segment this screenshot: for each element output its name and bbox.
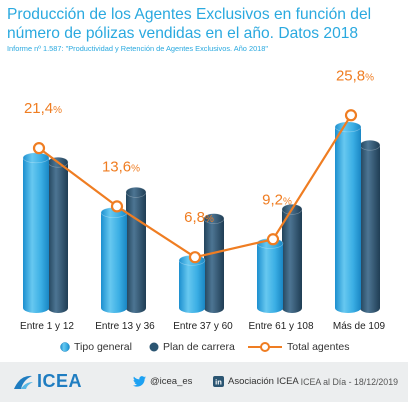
legend-label: Plan de carrera xyxy=(163,341,235,353)
legend: Tipo general Plan de carrera Total agent… xyxy=(0,341,408,357)
total-agentes-point xyxy=(32,142,46,155)
category-label: Entre 1 y 12 xyxy=(20,321,74,332)
plan-de-carrera-swatch xyxy=(149,342,159,352)
tipo-general-swatch xyxy=(60,342,70,352)
bar-tipo-general xyxy=(334,121,362,313)
legend-item-total-agentes: Total agentes xyxy=(248,341,349,353)
legend-label: Tipo general xyxy=(74,341,132,353)
linkedin-icon: in xyxy=(213,376,224,387)
legend-item-tipo-general: Tipo general xyxy=(60,341,132,353)
total-agentes-point xyxy=(266,233,280,246)
chart: Entre 1 y 12 Entre 13 y 36 Entre 37 y 60 En… xyxy=(20,67,386,332)
bar-tipo-general xyxy=(178,254,206,313)
data-label: 9,2% xyxy=(262,191,292,208)
icea-logo-icon xyxy=(14,375,33,389)
footer: ICEA @icea_es in Asociación ICEA ICEA al… xyxy=(0,362,408,402)
total-agentes-point xyxy=(188,251,202,264)
footer-date: ICEA al Día - 18/12/2019 xyxy=(300,377,398,387)
data-label: 25,8% xyxy=(336,67,374,84)
data-label: 21,4% xyxy=(24,100,62,117)
total-agentes-swatch xyxy=(248,342,282,352)
bar-tipo-general xyxy=(22,152,50,313)
total-agentes-line xyxy=(38,114,352,259)
line-layer xyxy=(32,109,358,264)
linkedin-link[interactable]: in Asociación ICEA xyxy=(213,376,299,387)
legend-item-plan-de-carrera: Plan de carrera xyxy=(149,341,235,353)
category-label: Entre 61 y 108 xyxy=(248,321,313,332)
bar-plan-de-carrera xyxy=(47,156,69,313)
chart-subtitle: Informe nº 1.587: "Productividad y Reten… xyxy=(7,44,269,53)
chart-title: Producción de los Agentes Exclusivos en … xyxy=(7,6,372,42)
icea-logo: ICEA xyxy=(12,371,82,392)
category-label: Más de 109 xyxy=(333,321,386,332)
svg-text:in: in xyxy=(215,378,222,387)
category-label: Entre 13 y 36 xyxy=(95,321,155,332)
bar-tipo-general xyxy=(256,238,284,313)
total-agentes-point xyxy=(110,200,124,213)
labels-layer: Entre 1 y 12 Entre 13 y 36 Entre 37 y 60 En… xyxy=(20,67,386,332)
data-label: 6,8% xyxy=(184,209,214,226)
twitter-icon xyxy=(133,376,146,387)
bar-plan-de-carrera xyxy=(203,213,225,313)
legend-label: Total agentes xyxy=(287,341,350,353)
twitter-link[interactable]: @icea_es xyxy=(133,376,192,387)
twitter-handle: @icea_es xyxy=(150,376,193,387)
logo-text: ICEA xyxy=(37,371,83,391)
category-label: Entre 37 y 60 xyxy=(173,321,233,332)
bar-plan-de-carrera xyxy=(125,187,147,313)
total-agentes-point xyxy=(344,109,358,122)
bar-plan-de-carrera xyxy=(359,139,381,313)
data-label: 13,6% xyxy=(102,158,140,175)
bar-tipo-general xyxy=(100,207,128,313)
linkedin-name: Asociación ICEA xyxy=(228,376,299,387)
